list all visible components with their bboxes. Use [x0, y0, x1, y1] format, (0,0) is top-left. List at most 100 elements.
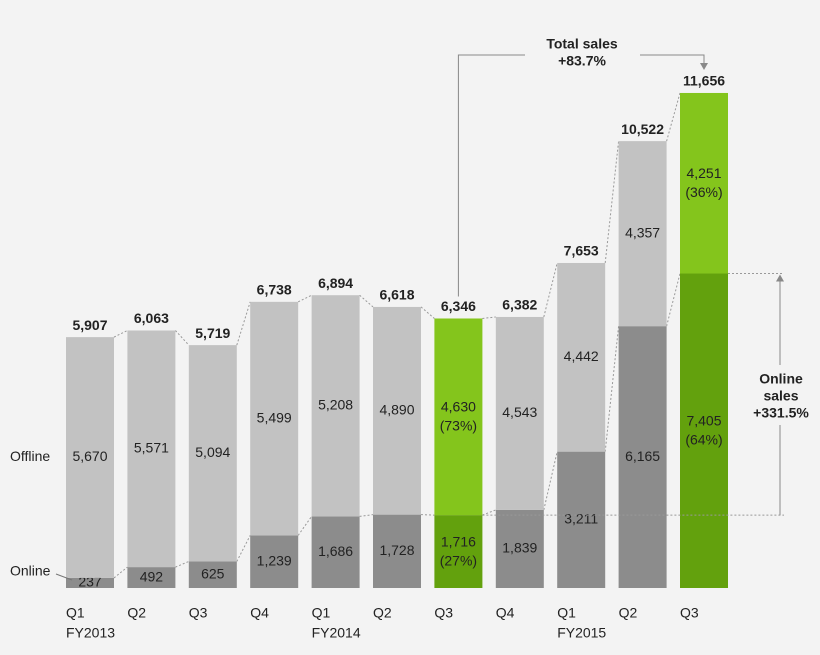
value-label: 1,839 [502, 540, 537, 556]
x-tick-label: Q1 [312, 605, 331, 621]
connector [482, 316, 496, 319]
connector [113, 330, 128, 338]
connector [482, 509, 496, 516]
bar-segment [127, 567, 176, 588]
total-label: 7,653 [564, 243, 599, 259]
x-tick-label: Q1 [66, 605, 85, 621]
x-tick-label: Q1 [557, 605, 576, 621]
share-label: (64%) [685, 431, 722, 447]
online-annotation: Online [759, 371, 803, 387]
connector [297, 294, 312, 303]
connector [175, 330, 190, 346]
x-tick-label: Q4 [496, 605, 515, 621]
bar-segment [66, 577, 114, 588]
value-label: 1,239 [257, 552, 292, 568]
connector [359, 514, 374, 517]
arrow-head [700, 62, 708, 70]
x-group-label: FY2015 [557, 625, 606, 641]
value-label: 5,094 [195, 444, 230, 460]
value-label: 4,890 [379, 401, 414, 417]
total-annotation: Total sales [546, 36, 618, 52]
bar-segment [680, 273, 728, 588]
value-label: 5,208 [318, 397, 353, 413]
connector [604, 326, 620, 452]
share-label: (27%) [440, 552, 477, 568]
share-label: (36%) [685, 184, 722, 200]
bar-segment [311, 516, 360, 588]
value-label: 5,571 [134, 440, 169, 456]
connector [420, 514, 435, 516]
series-label: Offline [10, 448, 50, 464]
bar-segment [188, 345, 237, 562]
x-tick-label: Q3 [680, 605, 699, 621]
connector [297, 516, 313, 536]
value-label: 625 [201, 565, 225, 581]
connector [236, 301, 251, 346]
x-group-label: FY2014 [312, 625, 361, 641]
total-label: 6,618 [379, 287, 414, 303]
bar-segment [311, 295, 360, 517]
bar-segment [373, 306, 421, 515]
total-label: 6,382 [502, 297, 537, 313]
x-tick-label: Q2 [127, 605, 146, 621]
connector [543, 262, 558, 318]
connector [666, 273, 681, 327]
bar-segment [557, 262, 606, 452]
bar-segment [495, 316, 544, 510]
total-label: 6,894 [318, 275, 353, 291]
x-tick-label: Q3 [434, 605, 453, 621]
bar-segment [680, 92, 728, 274]
bar-segment [618, 326, 667, 588]
value-label: 7,405 [686, 412, 721, 428]
x-tick-label: Q2 [373, 605, 392, 621]
arrow-head [776, 274, 784, 282]
connector [359, 294, 374, 308]
total-label: 10,522 [621, 121, 664, 137]
online-change: +331.5% [753, 405, 809, 421]
bar-segment [66, 337, 114, 578]
value-label: 3,211 [564, 511, 598, 527]
x-group-label: FY2013 [66, 625, 115, 641]
share-label: (73%) [440, 418, 477, 434]
connector [113, 566, 128, 579]
value-label: 5,670 [72, 448, 107, 464]
total-label: 5,719 [195, 325, 230, 341]
total-change: +83.7% [558, 53, 606, 69]
value-label: 492 [140, 568, 164, 584]
bar-segment [250, 535, 299, 588]
total-label: 6,063 [134, 310, 169, 326]
connector [543, 451, 558, 511]
total-bracket [457, 54, 705, 297]
value-label: 6,165 [625, 448, 660, 464]
bar-segment [127, 330, 176, 568]
bar-segment [250, 301, 299, 536]
value-label: 4,442 [564, 348, 599, 364]
connector [236, 535, 251, 562]
online-annotation: sales [763, 388, 798, 404]
connector [666, 92, 681, 142]
x-tick-label: Q3 [189, 605, 208, 621]
bar-segment [373, 514, 421, 588]
bar-segment [557, 451, 606, 588]
total-label: 5,907 [72, 317, 107, 333]
bar-segment [434, 515, 483, 588]
x-tick-label: Q4 [250, 605, 269, 621]
value-label: 4,251 [686, 165, 721, 181]
x-tick-label: Q2 [619, 605, 638, 621]
bar-segment [618, 141, 667, 327]
value-label: 5,499 [257, 409, 292, 425]
bar-segment [188, 561, 237, 588]
total-label: 6,346 [441, 298, 476, 314]
value-label: 4,543 [502, 404, 537, 420]
connector [420, 306, 435, 319]
value-label: 4,357 [625, 224, 660, 240]
series-label: Online [10, 563, 51, 579]
connector [175, 560, 189, 568]
series-pointer [55, 573, 73, 581]
total-label: 11,656 [683, 73, 725, 89]
total-label: 6,738 [257, 282, 292, 298]
value-label: 4,630 [441, 399, 476, 415]
connector [604, 141, 620, 264]
value-label: 1,728 [379, 542, 414, 558]
